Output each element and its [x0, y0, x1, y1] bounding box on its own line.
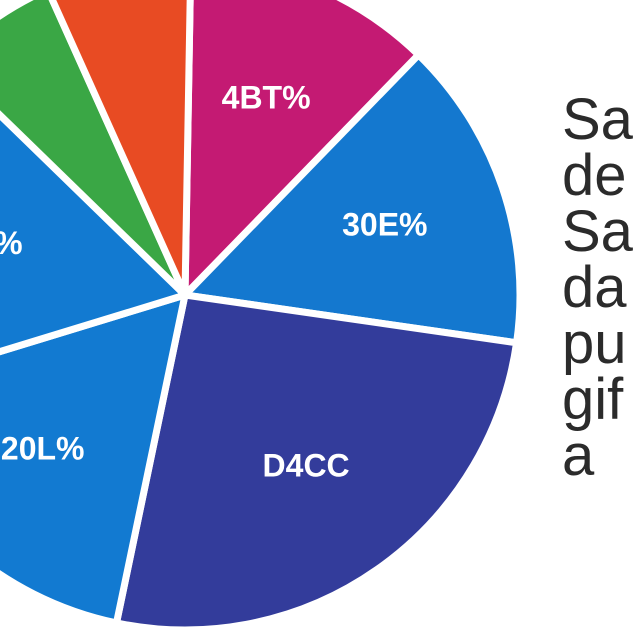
pie-slice-label: 04X% [0, 225, 23, 261]
pie-slice [0, 291, 189, 627]
pie-slice [0, 0, 189, 299]
side-text-line: gif [562, 367, 624, 432]
pie-slice-label: 4BT% [222, 80, 311, 116]
side-text-block: Sa de Sa da pu gif a [562, 87, 640, 488]
pie-slice-label: 30E% [342, 206, 427, 242]
pie-slice [181, 51, 524, 347]
side-text-line: Sa [562, 199, 633, 264]
pie-slice [0, 110, 189, 356]
pie-slice-label: D4CC [263, 447, 350, 483]
side-text-line: Sa [562, 87, 633, 152]
side-text-line: da [562, 255, 627, 320]
pie-slice [48, 0, 194, 299]
side-text-line: a [562, 423, 595, 488]
pie-slice [181, 0, 423, 299]
side-text-line: de [562, 143, 627, 208]
pie-slice-label: 20L% [1, 430, 85, 466]
pie-slice [112, 291, 521, 634]
side-text-line: pu [562, 311, 627, 376]
